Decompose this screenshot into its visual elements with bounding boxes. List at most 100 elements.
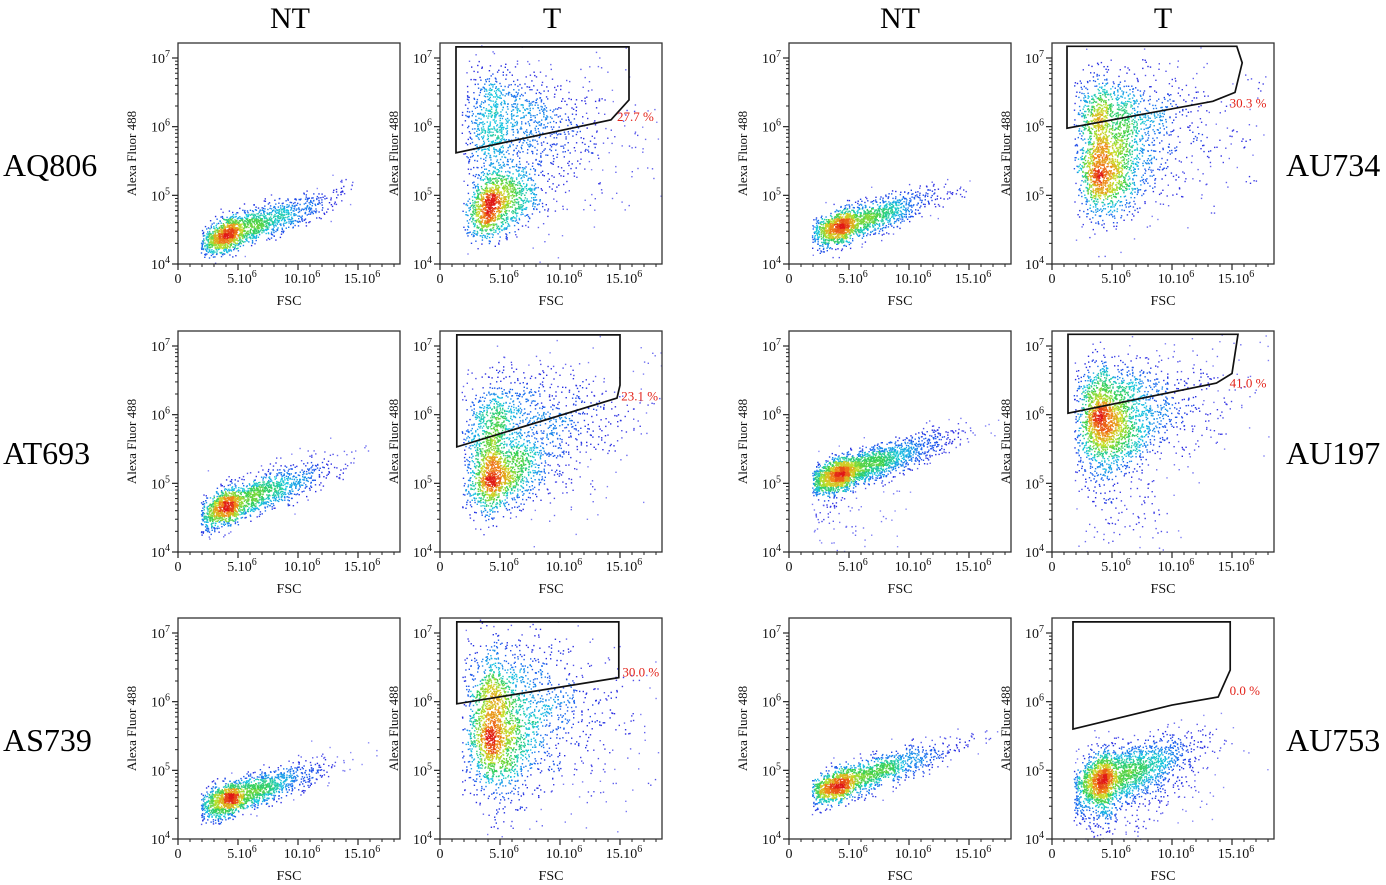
event-dot [508,84,510,86]
event-dot [823,239,825,241]
event-dot [531,104,533,106]
event-dot [486,202,488,205]
event-dot [233,243,235,245]
event-dot [517,212,519,214]
event-dot [492,119,494,121]
event-dot [493,103,495,105]
event-dot [505,111,507,113]
event-dot [507,94,510,96]
event-dot [495,92,497,94]
event-dot [487,194,489,196]
event-dot [922,203,925,205]
event-dot [486,182,488,184]
event-dot [531,89,533,91]
event-dot [308,208,310,210]
event-dot [489,96,491,99]
event-dot [534,139,536,141]
event-dot [490,84,493,86]
event-dot [515,98,517,101]
event-dot [275,239,277,241]
event-dot [485,186,488,188]
event-dot [468,111,471,113]
event-dot [512,220,515,222]
event-dot [595,51,598,54]
event-dot [489,187,491,189]
event-dot [228,240,230,243]
event-dot [262,215,265,217]
event-dot [286,209,288,211]
event-dot [517,182,519,184]
event-dot [494,134,496,136]
event-dot [498,149,500,151]
event-dot [822,220,825,223]
event-dot [492,141,494,144]
event-dot [522,192,524,195]
event-dot [478,207,480,209]
event-dot [532,134,535,136]
event-dot [526,184,528,187]
event-dot [506,237,508,239]
event-dot [239,237,242,239]
event-dot [223,225,226,227]
event-dot [477,113,479,115]
event-dot [566,103,568,106]
event-dot [503,205,505,207]
event-dot [634,146,637,149]
event-dot [816,220,818,222]
event-dot [493,201,495,203]
event-dot [500,192,503,194]
event-dot [505,139,508,141]
event-dot [258,219,260,222]
event-dot [531,213,534,215]
event-dot [550,162,552,164]
event-dot [482,198,484,201]
event-dot [290,212,293,214]
event-dot [308,202,310,204]
event-dot [216,250,218,252]
event-dot [206,253,208,255]
event-dot [854,230,856,233]
event-dot [500,215,503,217]
event-dot [257,232,259,234]
event-dot [481,66,483,68]
event-dot [239,228,241,230]
event-dot [281,228,284,231]
event-dot [488,204,490,206]
event-dot [211,223,213,225]
event-dot [484,183,487,185]
event-dot [253,231,256,233]
event-dot [599,57,601,59]
event-dot [521,188,523,190]
event-dot [234,221,236,223]
event-dot [502,115,504,117]
event-dot [292,227,294,229]
event-dot [519,166,521,169]
event-dot [488,104,490,106]
event-dot [520,104,523,106]
event-dot [557,116,560,118]
event-dot [482,86,485,89]
event-dot [472,231,474,234]
event-dot [500,104,503,106]
event-dot [546,116,549,118]
event-dot [306,190,308,192]
event-dot [521,190,524,193]
event-dot [214,238,216,240]
event-dot [469,132,472,135]
event-dot [828,240,830,242]
event-dot [285,200,287,202]
event-dot [588,81,591,83]
event-dot [249,230,251,232]
event-dot [484,222,487,225]
event-dot [481,130,483,132]
event-dot [504,100,506,103]
event-dot [555,122,557,124]
event-dot [249,221,251,223]
event-dot [249,236,251,238]
event-dot [488,178,490,180]
event-dot [505,133,508,136]
event-dot [518,217,520,220]
event-dot [275,209,278,211]
event-dot [209,220,212,222]
